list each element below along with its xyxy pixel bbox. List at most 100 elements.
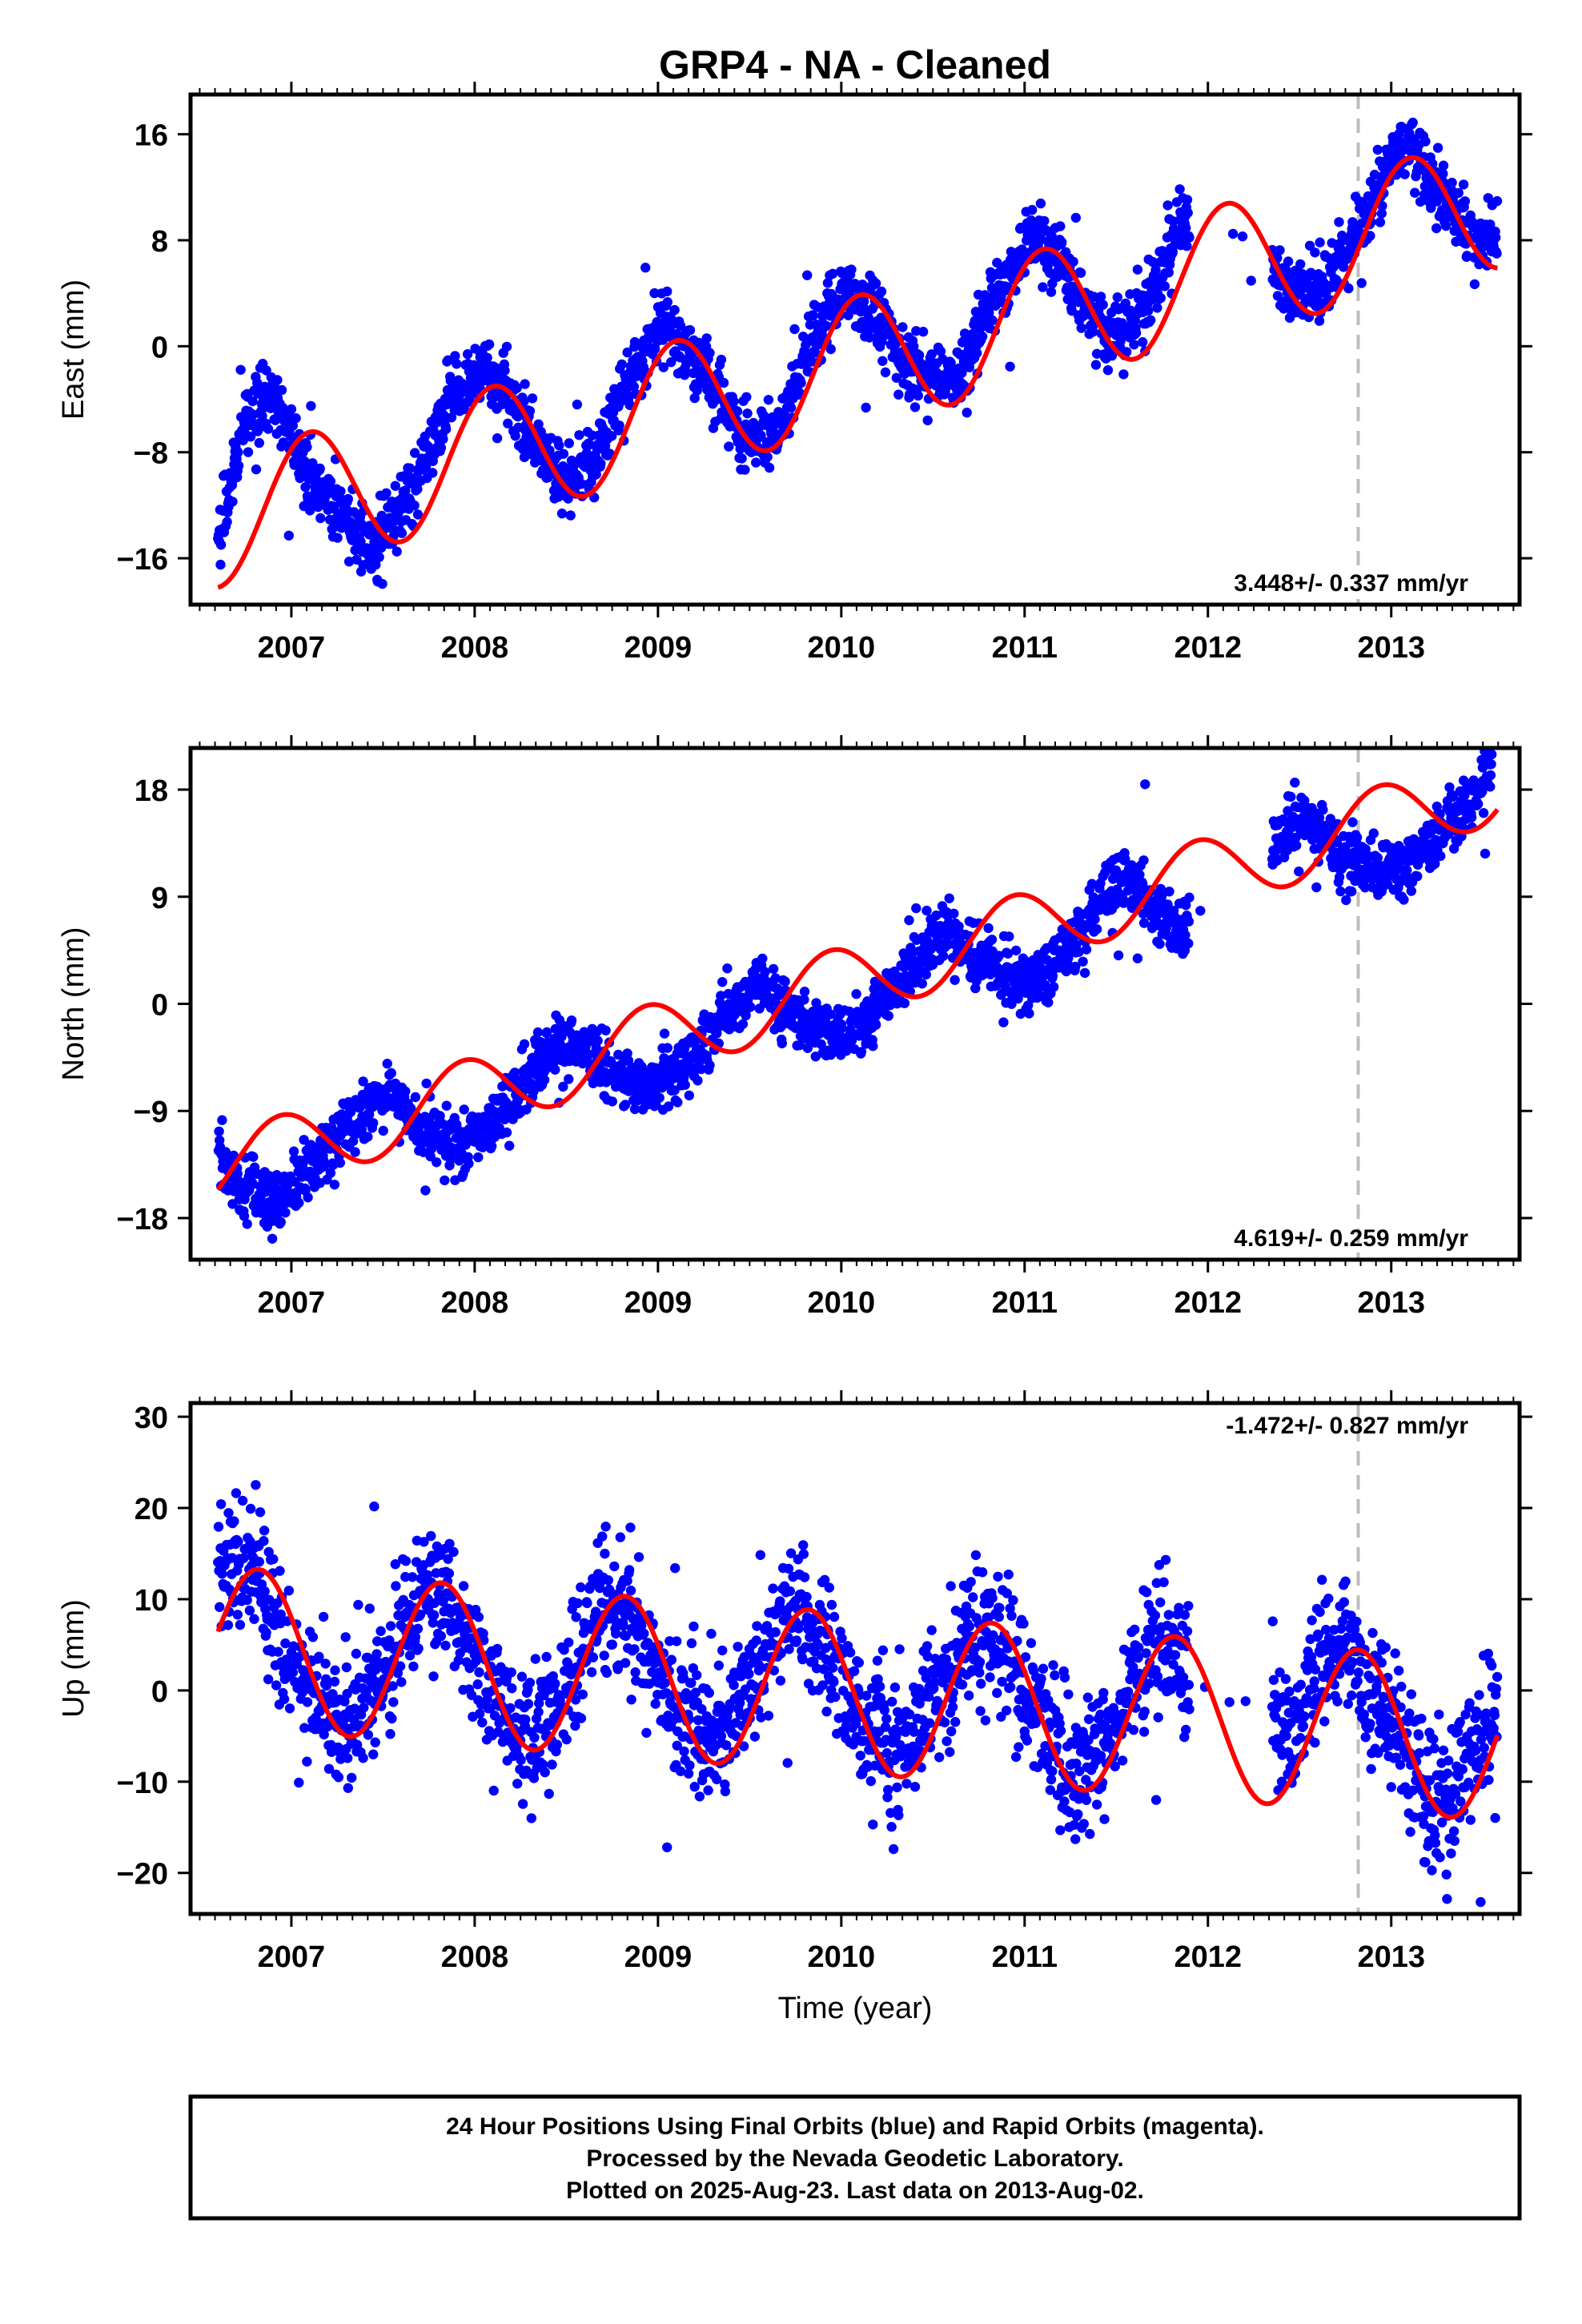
data-point — [1079, 967, 1090, 979]
data-point — [1458, 179, 1469, 190]
data-point — [1150, 265, 1161, 275]
data-point — [596, 458, 606, 468]
data-point — [1406, 886, 1417, 896]
chart-title: GRP4 - NA - Cleaned — [659, 42, 1051, 87]
data-point — [802, 1043, 813, 1054]
data-point — [846, 264, 857, 275]
data-point — [257, 411, 267, 421]
data-point — [1182, 207, 1193, 218]
data-point — [1341, 895, 1351, 906]
x-tick-label: 2011 — [992, 1286, 1058, 1320]
data-point — [300, 482, 311, 493]
data-point — [1365, 231, 1375, 241]
data-point — [620, 1100, 631, 1110]
y-axis-label: North (mm) — [57, 927, 90, 1080]
data-point — [1469, 279, 1480, 290]
data-point — [420, 1185, 431, 1196]
data-point — [1024, 1008, 1034, 1019]
data-point — [263, 424, 274, 434]
data-point — [356, 1124, 367, 1135]
data-point — [332, 533, 343, 543]
data-point — [649, 344, 661, 354]
data-point — [962, 408, 972, 418]
data-point — [1237, 231, 1248, 242]
data-point — [473, 1152, 484, 1163]
data-point — [1480, 848, 1491, 859]
data-point — [378, 1125, 388, 1136]
data-point — [335, 1157, 345, 1168]
data-point — [825, 1009, 836, 1019]
data-point — [921, 969, 932, 980]
data-point — [233, 447, 243, 457]
data-point — [911, 903, 921, 914]
data-point — [503, 418, 513, 428]
data-point — [482, 352, 492, 363]
x-tick-label: 2008 — [441, 1286, 509, 1320]
data-point — [232, 1610, 243, 1620]
data-point — [1227, 228, 1239, 239]
y-tick-label: −8 — [134, 437, 168, 471]
data-point — [390, 480, 400, 491]
data-point — [891, 372, 902, 383]
data-point — [796, 377, 806, 388]
data-point — [1294, 866, 1304, 877]
data-point — [1181, 223, 1191, 233]
data-point — [972, 348, 982, 359]
model-curve — [217, 155, 1498, 590]
data-point — [1134, 870, 1145, 880]
data-point — [267, 1233, 278, 1244]
data-point — [811, 998, 821, 1008]
data-point — [950, 975, 960, 985]
data-point — [983, 923, 994, 934]
data-point — [235, 1619, 246, 1630]
data-point — [1334, 217, 1344, 227]
data-point — [1460, 196, 1471, 207]
data-point — [584, 440, 595, 450]
data-point — [565, 510, 576, 521]
data-point — [659, 1028, 670, 1039]
data-point — [558, 448, 569, 459]
data-point — [228, 1150, 239, 1161]
data-point — [922, 415, 933, 426]
data-point — [917, 979, 928, 989]
data-point — [808, 310, 818, 321]
data-point — [877, 356, 888, 366]
data-point — [302, 442, 312, 452]
data-point — [1155, 292, 1166, 304]
data-point — [1311, 882, 1322, 893]
data-point — [868, 1041, 878, 1051]
data-point — [1351, 832, 1363, 843]
data-point — [1120, 298, 1131, 309]
data-point — [735, 444, 745, 454]
data-point — [745, 1002, 756, 1012]
data-point — [1038, 282, 1048, 292]
x-tick-label: 2007 — [258, 631, 326, 665]
data-point — [1304, 240, 1315, 251]
data-point — [1299, 795, 1310, 806]
data-point — [998, 1017, 1009, 1027]
data-point — [1290, 778, 1300, 788]
data-point — [907, 955, 918, 965]
data-point — [1005, 361, 1015, 372]
data-point — [640, 263, 651, 273]
data-point — [622, 347, 632, 358]
data-point — [899, 998, 910, 1008]
data-point — [629, 1104, 640, 1115]
data-point — [669, 1085, 680, 1096]
y-tick-label: −16 — [117, 543, 168, 577]
data-point — [1272, 291, 1283, 301]
data-point — [592, 1035, 603, 1046]
data-point — [294, 1197, 304, 1208]
data-point — [1492, 248, 1502, 259]
data-point — [1435, 850, 1446, 862]
data-point — [1138, 918, 1150, 928]
data-point — [1098, 300, 1108, 310]
x-tick-label: 2013 — [1357, 1286, 1425, 1320]
data-point — [1070, 961, 1081, 972]
data-point — [893, 389, 904, 400]
data-point — [1091, 924, 1102, 935]
data-point — [441, 1100, 452, 1111]
data-point — [558, 1081, 568, 1092]
data-point — [909, 402, 921, 412]
data-point — [1347, 886, 1357, 897]
